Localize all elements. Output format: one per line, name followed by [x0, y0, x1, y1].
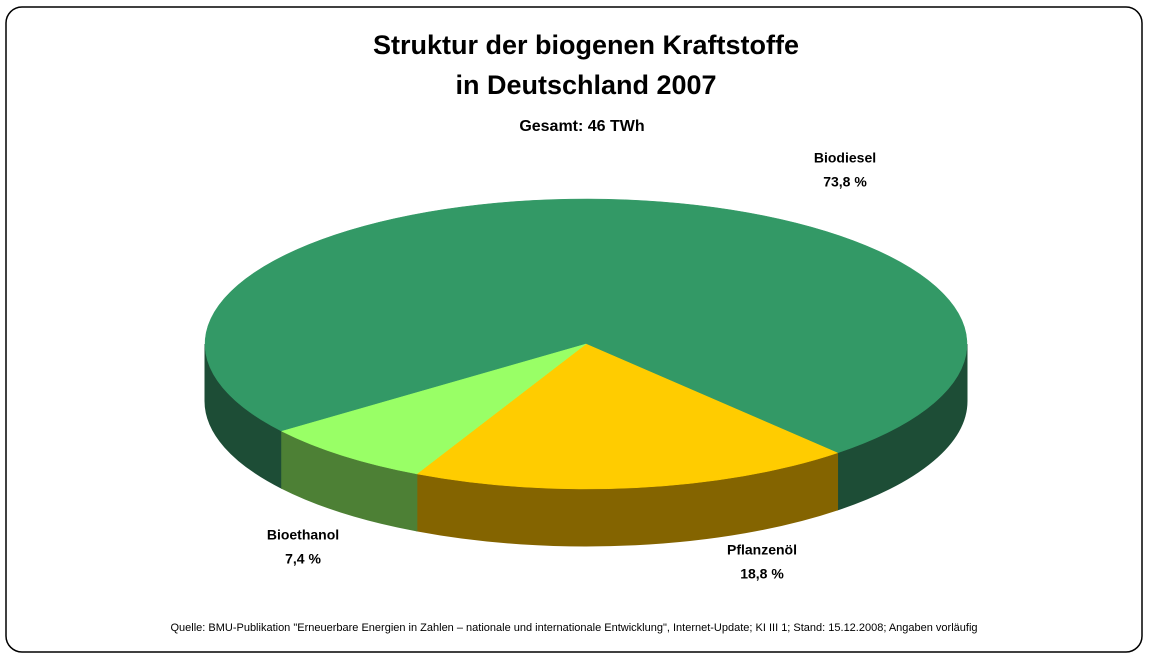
slice-label: Pflanzenöl [727, 542, 797, 558]
chart-title: Struktur der biogenen Kraftstoffe [373, 30, 799, 60]
chart-subtitle: Gesamt: 46 TWh [519, 118, 644, 135]
value-label: 7,4 % [285, 551, 321, 567]
slice [204, 198, 968, 454]
value-label: 18,8 % [740, 566, 784, 582]
slice-label: Biodiesel [814, 150, 876, 166]
source: Quelle: BMU-Publikation "Erneuerbare Ene… [170, 622, 977, 634]
chart-title: in Deutschland 2007 [455, 70, 716, 100]
slice [281, 343, 587, 475]
slice-label: Bioethanol [267, 527, 339, 543]
value-label: 73,8 % [823, 174, 867, 190]
slice [416, 343, 839, 490]
